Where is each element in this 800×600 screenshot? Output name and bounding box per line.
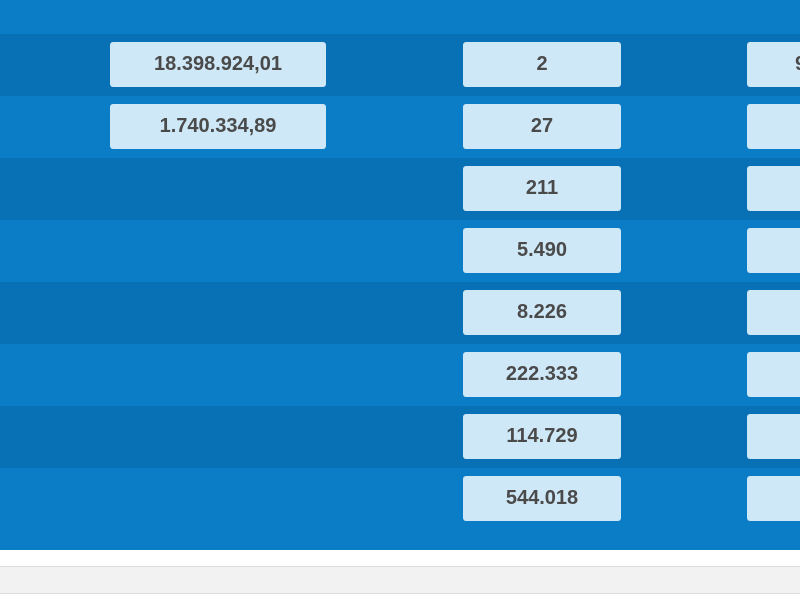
table-row: 544.018 [0,468,800,530]
table-row: 114.729 [0,406,800,468]
count-value: 8.226 [463,290,621,335]
amount-value: 18.398.924,01 [110,42,326,87]
panel-header-strip [0,0,800,34]
count-value: 5.490 [463,228,621,273]
stats-table: 18.398.924,01 2 9 1.740.334,89 27 211 5.… [0,34,800,530]
count-value: 211 [463,166,621,211]
third-column-value [747,414,800,459]
footer-bar [0,566,800,594]
footer-gap [0,550,800,566]
table-row: 8.226 [0,282,800,344]
table-row: 211 [0,158,800,220]
third-column-value [747,228,800,273]
third-column-value: 9 [747,42,800,87]
count-value: 222.333 [463,352,621,397]
amount-value: 1.740.334,89 [110,104,326,149]
table-row: 222.333 [0,344,800,406]
count-value: 27 [463,104,621,149]
count-value: 114.729 [463,414,621,459]
third-column-value [747,476,800,521]
stats-panel: 18.398.924,01 2 9 1.740.334,89 27 211 5.… [0,0,800,550]
table-row: 1.740.334,89 27 [0,96,800,158]
table-row: 18.398.924,01 2 9 [0,34,800,96]
third-column-value [747,290,800,335]
third-column-value [747,104,800,149]
count-value: 544.018 [463,476,621,521]
count-value: 2 [463,42,621,87]
third-column-value [747,166,800,211]
third-column-value [747,352,800,397]
table-row: 5.490 [0,220,800,282]
